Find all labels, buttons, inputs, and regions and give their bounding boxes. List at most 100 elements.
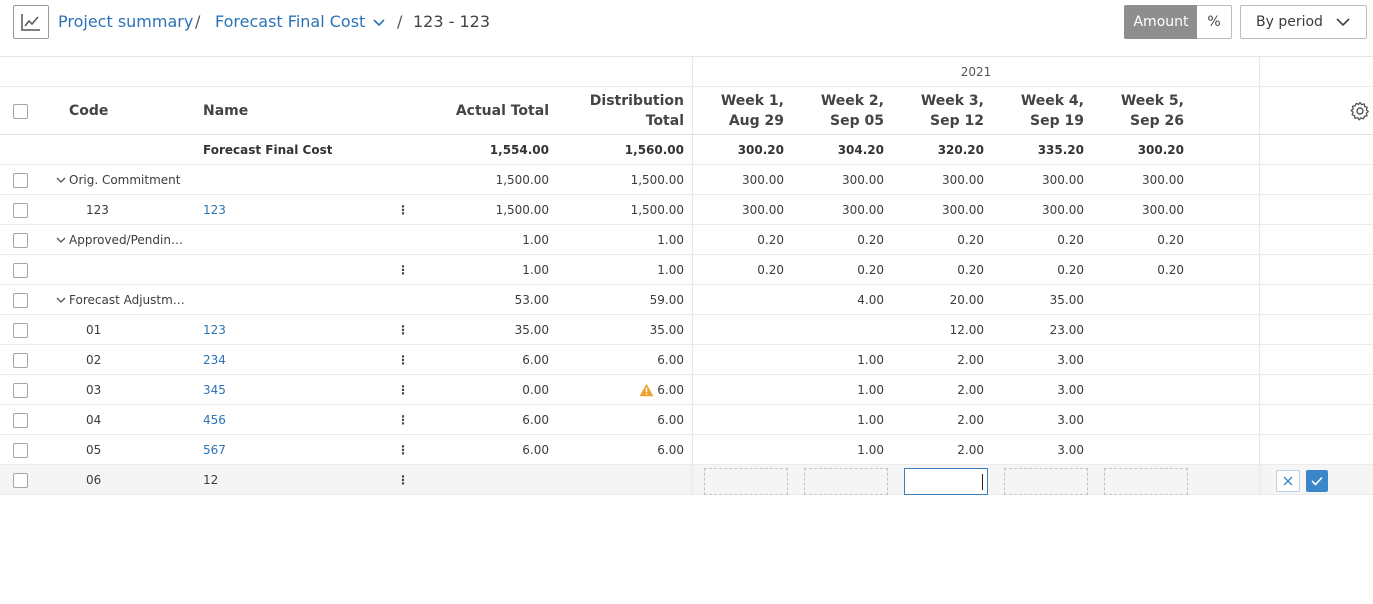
row-week-3[interactable]: 20.00 — [949, 293, 984, 307]
percent-toggle[interactable]: % — [1197, 5, 1232, 39]
confirm-edit-button[interactable] — [1306, 470, 1328, 492]
row-week-2[interactable]: 300.00 — [842, 203, 884, 217]
column-header-week-5[interactable]: Week 5, Sep 26 — [1100, 91, 1184, 131]
week-1-input[interactable] — [704, 468, 788, 495]
table-row-group[interactable]: Forecast Adjustm… 53.00 59.00 4.00 20.00… — [0, 285, 1373, 315]
row-week-1[interactable] — [700, 315, 784, 345]
row-week-4[interactable]: 300.00 — [1042, 203, 1084, 217]
row-name-link[interactable]: 345 — [203, 383, 226, 397]
row-week-1[interactable] — [700, 345, 784, 375]
row-week-1[interactable] — [700, 375, 784, 405]
cancel-edit-button[interactable] — [1276, 470, 1300, 492]
breadcrumb-forecast-final-cost[interactable]: Forecast Final Cost — [215, 12, 366, 31]
column-header-week-4[interactable]: Week 4, Sep 19 — [1000, 91, 1084, 131]
row-week-4[interactable]: 3.00 — [1057, 353, 1084, 367]
column-header-actual-total[interactable]: Actual Total — [455, 103, 549, 119]
row-week-5[interactable] — [1100, 405, 1184, 435]
column-header-code[interactable]: Code — [69, 103, 109, 119]
row-week-3[interactable]: 0.20 — [957, 263, 984, 277]
row-week-1[interactable]: 300.00 — [742, 203, 784, 217]
row-menu-icon[interactable]: ⋮ — [397, 413, 409, 427]
row-week-4[interactable]: 23.00 — [1049, 323, 1084, 337]
row-week-4[interactable]: 0.20 — [1057, 233, 1084, 247]
table-row-editing[interactable]: 06 12 ⋮ — [0, 465, 1373, 495]
row-week-4[interactable]: 35.00 — [1049, 293, 1084, 307]
week-4-input[interactable] — [1004, 468, 1088, 495]
row-checkbox[interactable] — [13, 353, 28, 368]
row-week-2[interactable]: 1.00 — [857, 353, 884, 367]
chevron-down-icon[interactable] — [56, 296, 66, 304]
column-header-week-1[interactable]: Week 1, Aug 29 — [700, 91, 784, 131]
row-week-4[interactable]: 3.00 — [1057, 383, 1084, 397]
row-week-1[interactable] — [700, 435, 784, 465]
row-name-link[interactable]: 123 — [203, 323, 226, 337]
row-week-5[interactable]: 0.20 — [1157, 263, 1184, 277]
row-week-1[interactable] — [700, 285, 784, 315]
table-row-group[interactable]: Approved/Pendin… 1.00 1.00 0.20 0.20 0.2… — [0, 225, 1373, 255]
line-chart-icon[interactable] — [13, 5, 49, 39]
table-row[interactable]: 05 567 ⋮ 6.00 6.00 1.00 2.00 3.00 — [0, 435, 1373, 465]
table-row[interactable]: 04 456 ⋮ 6.00 6.00 1.00 2.00 3.00 — [0, 405, 1373, 435]
row-week-3[interactable]: 12.00 — [949, 323, 984, 337]
row-week-2[interactable]: 0.20 — [857, 233, 884, 247]
row-week-5[interactable] — [1100, 435, 1184, 465]
row-menu-icon[interactable]: ⋮ — [397, 473, 409, 487]
row-name-link[interactable]: 456 — [203, 413, 226, 427]
row-checkbox[interactable] — [13, 263, 28, 278]
chevron-down-icon[interactable] — [56, 236, 66, 244]
row-week-3[interactable]: 300.00 — [942, 203, 984, 217]
row-checkbox[interactable] — [13, 443, 28, 458]
gear-icon[interactable] — [1350, 101, 1370, 121]
chevron-down-icon[interactable] — [372, 16, 386, 28]
column-header-week-2[interactable]: Week 2, Sep 05 — [800, 91, 884, 131]
row-week-1[interactable]: 0.20 — [757, 233, 784, 247]
table-row[interactable]: 02 234 ⋮ 6.00 6.00 1.00 2.00 3.00 — [0, 345, 1373, 375]
row-week-2[interactable]: 1.00 — [857, 443, 884, 457]
week-5-input[interactable] — [1104, 468, 1188, 495]
row-menu-icon[interactable]: ⋮ — [397, 203, 409, 217]
row-week-4[interactable]: 300.00 — [1042, 173, 1084, 187]
row-week-3[interactable]: 2.00 — [957, 383, 984, 397]
row-week-2[interactable]: 0.20 — [857, 263, 884, 277]
row-week-3[interactable]: 2.00 — [957, 443, 984, 457]
row-week-3[interactable]: 2.00 — [957, 413, 984, 427]
row-checkbox[interactable] — [13, 293, 28, 308]
row-week-5[interactable]: 0.20 — [1157, 233, 1184, 247]
row-week-3[interactable]: 300.00 — [942, 173, 984, 187]
row-week-1[interactable] — [700, 405, 784, 435]
week-2-input[interactable] — [804, 468, 888, 495]
table-row[interactable]: 01 123 ⋮ 35.00 35.00 12.00 23.00 — [0, 315, 1373, 345]
row-checkbox[interactable] — [13, 173, 28, 188]
row-week-1[interactable]: 300.00 — [742, 173, 784, 187]
row-week-2[interactable]: 1.00 — [857, 413, 884, 427]
row-week-2[interactable]: 300.00 — [842, 173, 884, 187]
row-week-4[interactable]: 0.20 — [1057, 263, 1084, 277]
row-week-1[interactable]: 0.20 — [757, 263, 784, 277]
row-week-5[interactable]: 300.00 — [1142, 203, 1184, 217]
row-menu-icon[interactable]: ⋮ — [397, 383, 409, 397]
row-name-link[interactable]: 234 — [203, 353, 226, 367]
select-all-checkbox[interactable] — [13, 104, 28, 119]
table-row[interactable]: 123 123 ⋮ 1,500.00 1,500.00 300.00 300.0… — [0, 195, 1373, 225]
row-menu-icon[interactable]: ⋮ — [397, 353, 409, 367]
chevron-down-icon[interactable] — [56, 176, 66, 184]
row-week-5[interactable] — [1100, 315, 1184, 345]
row-week-5[interactable] — [1100, 285, 1184, 315]
row-week-2[interactable] — [800, 315, 884, 345]
row-checkbox[interactable] — [13, 473, 28, 488]
row-week-2[interactable]: 1.00 — [857, 383, 884, 397]
row-name-link[interactable]: 123 — [203, 203, 226, 217]
row-week-2[interactable]: 4.00 — [857, 293, 884, 307]
row-menu-icon[interactable]: ⋮ — [397, 263, 409, 277]
row-week-5[interactable] — [1100, 345, 1184, 375]
amount-toggle[interactable]: Amount — [1124, 5, 1198, 39]
table-row[interactable]: ⋮ 1.00 1.00 0.20 0.20 0.20 0.20 0.20 — [0, 255, 1373, 285]
table-row-group[interactable]: Orig. Commitment 1,500.00 1,500.00 300.0… — [0, 165, 1373, 195]
column-header-name[interactable]: Name — [203, 103, 249, 119]
row-week-5[interactable] — [1100, 375, 1184, 405]
row-menu-icon[interactable]: ⋮ — [397, 443, 409, 457]
row-checkbox[interactable] — [13, 233, 28, 248]
table-row[interactable]: 03 345 ⋮ 0.00 6.00 1.00 2.00 3.00 — [0, 375, 1373, 405]
row-week-3[interactable]: 2.00 — [957, 353, 984, 367]
row-week-4[interactable]: 3.00 — [1057, 443, 1084, 457]
